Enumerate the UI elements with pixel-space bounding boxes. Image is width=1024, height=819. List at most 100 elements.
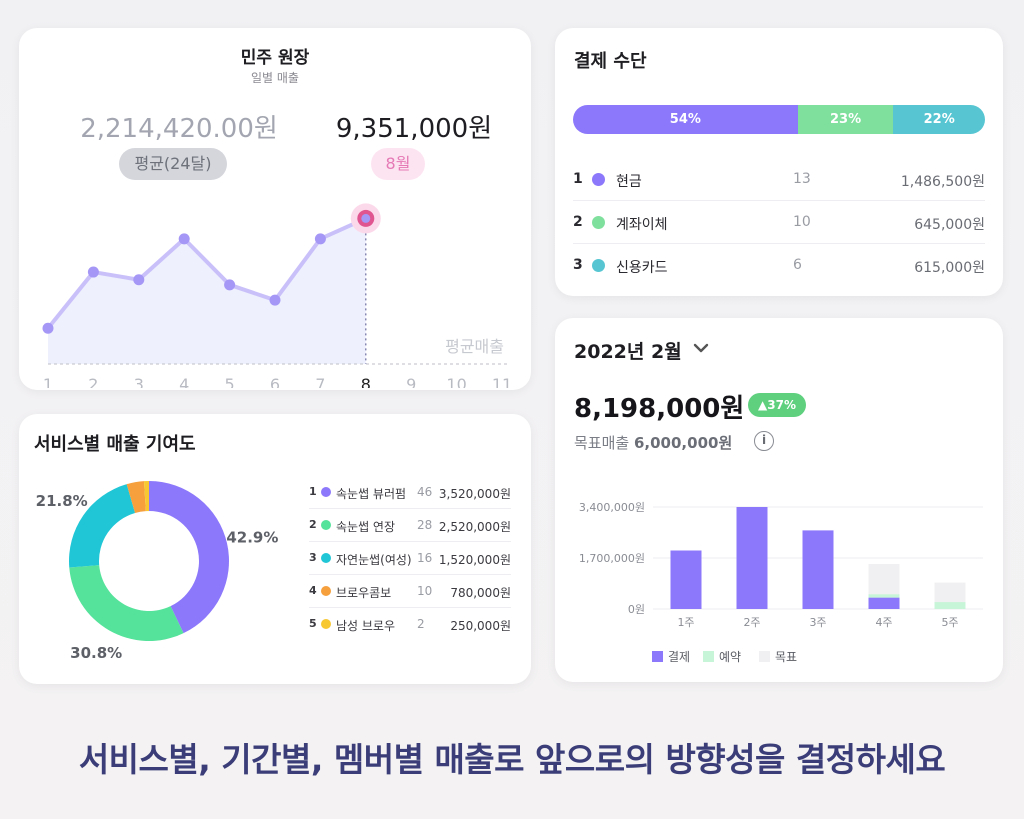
service-legend-row: 3 자연눈썹(여성) 16 1,520,000원 (309, 542, 511, 575)
service-amount: 250,000원 (450, 619, 511, 633)
weekly-bar-chart: 3,400,000원 1,700,000원 0원 1주 2주 3주 4주 5주 (579, 501, 983, 629)
rank-label: 2 (573, 214, 583, 230)
legend-dot (321, 553, 331, 563)
payment-name: 현금 (616, 174, 642, 190)
x-tick-label: 5주 (941, 616, 958, 629)
target-sales: 목표매출 6,000,000원 (574, 432, 732, 453)
service-legend-row: 5 남성 브로우 2 250,000원 (309, 608, 511, 641)
payment-name: 계좌이체 (616, 217, 668, 233)
legend-dot (321, 520, 331, 530)
weekly-legend-item: 예약 (703, 648, 741, 665)
legend-dot (321, 487, 331, 497)
service-legend-row: 4 브로우콤보 10 780,000원 (309, 575, 511, 608)
legend-dot (592, 173, 605, 186)
monthly-total: 8,198,000원 (574, 394, 745, 424)
rank-label: 2 (309, 518, 317, 531)
payment-row: 1 현금 13 1,486,500원 (573, 158, 985, 201)
sales-point (269, 294, 281, 306)
payment-bar (802, 530, 834, 609)
x-tick-label: 9 (406, 375, 416, 388)
payment-bar (868, 597, 900, 609)
x-tick-label: 7 (315, 375, 325, 388)
donut-slice (143, 481, 149, 512)
service-name: 자연눈썹(여성) (336, 553, 412, 567)
service-amount: 780,000원 (450, 586, 511, 600)
payment-count: 10 (793, 214, 811, 230)
rank-label: 3 (573, 257, 583, 273)
service-name: 속눈썹 뷰러펌 (336, 487, 407, 501)
legend-label: 결제 (668, 650, 691, 664)
sales-point (42, 322, 54, 334)
sales-point (87, 266, 99, 278)
service-legend-row: 1 속눈썹 뷰러펌 46 3,520,000원 (309, 476, 511, 509)
sales-card: 민주 원장 일별 매출 2,214,420.00원 9,351,000원 평균(… (19, 28, 531, 390)
chevron-down-icon[interactable] (691, 338, 711, 358)
x-tick-label: 4주 (875, 616, 892, 629)
month-amount: 9,351,000원 (335, 114, 493, 144)
service-count: 10 (417, 584, 433, 598)
info-icon[interactable]: i (754, 431, 774, 451)
payment-bar (670, 550, 702, 609)
rank-label: 1 (309, 485, 317, 498)
x-tick-label: 10 (446, 375, 466, 388)
x-tick-label: 1 (43, 375, 53, 388)
x-tick-label: 5 (225, 375, 235, 388)
payment-row: 3 신용카드 6 615,000원 (573, 244, 985, 287)
payment-count: 6 (793, 257, 802, 273)
service-legend-row: 2 속눈썹 연장 28 2,520,000원 (309, 509, 511, 542)
x-tick-label: 8 (361, 375, 371, 388)
sales-line (46, 216, 367, 330)
average-amount: 2,214,420.00원 (80, 114, 278, 144)
monthly-card: 2022년 2월 8,198,000원 ▲37% 목표매출 6,000,000원… (555, 318, 1003, 682)
payment-share-segment: 54% (573, 105, 798, 134)
service-name: 브로우콤보 (336, 586, 392, 600)
sales-title: 민주 원장 (240, 48, 310, 68)
sales-point (314, 233, 326, 245)
payment-amount: 645,000원 (914, 217, 985, 233)
payment-title: 결제 수단 (574, 51, 647, 72)
reservation-bar (868, 594, 900, 598)
x-tick-label: 3 (134, 375, 144, 388)
service-name: 속눈썹 연장 (336, 520, 396, 534)
legend-label: 목표 (775, 650, 798, 664)
service-count: 28 (417, 518, 433, 532)
legend-dot (592, 259, 605, 272)
sales-subtitle: 일별 매출 (251, 71, 299, 85)
target-value: 6,000,000원 (633, 434, 733, 452)
legend-dot (321, 619, 331, 629)
rank-label: 3 (309, 551, 317, 564)
legend-label: 예약 (719, 650, 742, 664)
slice-percent-label: 30.8% (70, 644, 122, 662)
service-name: 남성 브로우 (336, 619, 396, 633)
donut-slice (69, 484, 136, 568)
service-donut-chart: 42.9% 30.8% 21.8% (36, 481, 278, 662)
payment-count: 13 (793, 171, 811, 187)
y-tick-label: 0원 (628, 603, 645, 616)
x-tick-label: 11 (492, 375, 512, 388)
payment-amount: 615,000원 (914, 260, 985, 276)
service-count: 46 (417, 485, 433, 499)
rank-label: 4 (309, 584, 317, 597)
service-amount: 2,520,000원 (438, 520, 511, 534)
payment-card: 결제 수단 54% 23% 22% 1 현금 13 1,486,500원 2 계좌이체 10 64… (555, 28, 1003, 296)
month-selector[interactable]: 2022년 2월 (574, 341, 682, 363)
legend-swatch (652, 651, 663, 662)
slice-percent-label: 21.8% (36, 492, 88, 510)
payment-share-segment: 22% (893, 105, 985, 134)
service-title: 서비스별 매출 기여도 (34, 434, 196, 455)
donut-slice (149, 481, 230, 634)
payment-bar (736, 507, 768, 609)
weekly-legend-item: 결제 (652, 648, 690, 665)
donut-slice (69, 565, 184, 641)
sales-line-chart: 평균매출 1 2 3 4 5 6 7 8 9 10 11 (42, 203, 512, 388)
service-amount: 1,520,000원 (438, 553, 511, 567)
footer-tagline: 서비스별, 기간별, 멤버별 매출로 앞으로의 방향성을 결정하세요 (78, 740, 946, 779)
reservation-bar (934, 602, 966, 609)
sales-point (133, 274, 145, 286)
month-pill[interactable]: 8월 (371, 148, 425, 180)
x-tick-label: 6 (270, 375, 280, 388)
legend-swatch (759, 651, 770, 662)
average-pill[interactable]: 평균(24달) (119, 148, 227, 180)
sales-area (48, 218, 366, 364)
service-count: 2 (417, 617, 425, 631)
